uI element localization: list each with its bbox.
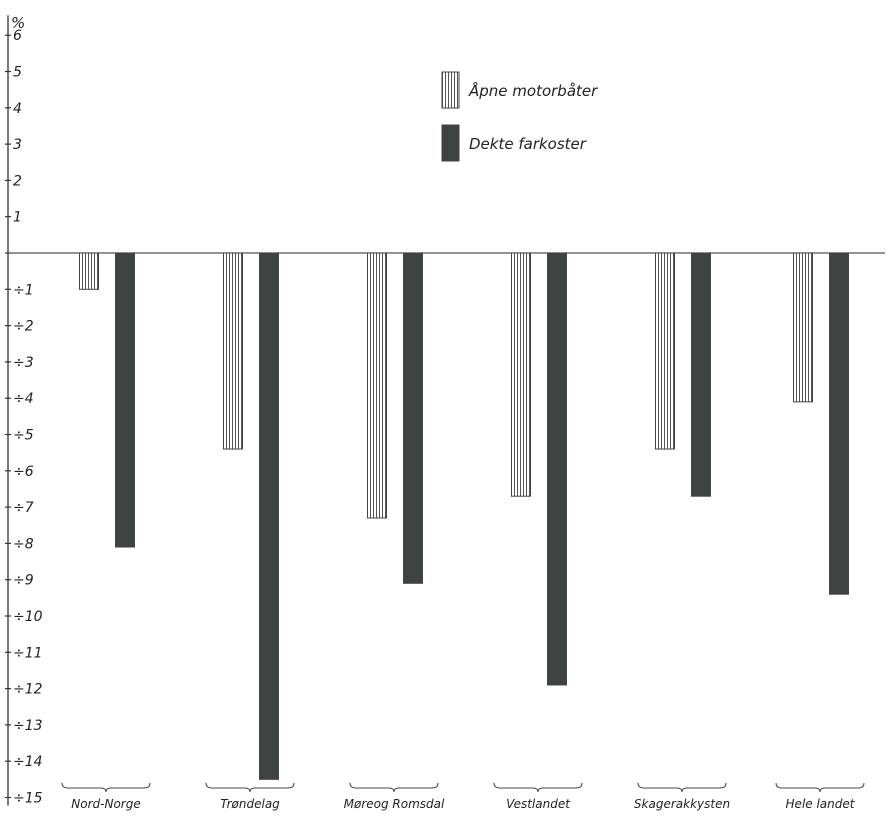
y-tick-label: ÷13 — [13, 718, 43, 734]
y-tick-label: ÷11 — [13, 645, 43, 661]
legend-label: Åpne motorbåter — [468, 81, 598, 100]
y-tick-label: ÷4 — [13, 391, 34, 407]
bar-dekte-farkoster — [691, 252, 711, 497]
bar-apne-motorbater — [79, 252, 99, 290]
bar-apne-motorbater — [655, 252, 675, 450]
y-tick-label: ÷12 — [13, 682, 43, 698]
legend-label: Dekte farkoster — [469, 135, 587, 153]
y-tick-label: ÷8 — [13, 536, 34, 552]
y-tick-label: ÷3 — [13, 355, 34, 371]
axis-layer: %6 5 4 3 2 1 ÷1 ÷2 ÷3 ÷4 ÷5 ÷6 ÷7 ÷8 ÷9 ÷10 ÷11 ÷12 ÷13 ÷14… — [5, 14, 885, 807]
legend: Åpne motorbåter Dekte farkoster — [441, 71, 598, 162]
bar-apne-motorbater — [367, 252, 387, 519]
x-category-label: Nord-Norge — [71, 797, 140, 811]
bar-dekte-farkoster — [829, 252, 849, 595]
bar-apne-motorbater — [223, 252, 243, 450]
category-brace — [637, 782, 727, 793]
x-category-label: Trøndelag — [220, 797, 280, 811]
y-tick-label: ÷1 — [13, 282, 34, 298]
category-brace — [205, 782, 295, 793]
y-tick-label: 1 — [13, 210, 22, 226]
bar-dekte-farkoster — [547, 252, 567, 686]
category-brace — [493, 782, 583, 793]
y-tick-label: ÷6 — [13, 464, 34, 480]
bar-dekte-farkoster — [259, 252, 279, 780]
x-category-label: Hele landet — [786, 797, 856, 811]
y-tick-label: ÷10 — [13, 609, 43, 625]
y-tick-label: ÷14 — [13, 754, 43, 770]
y-tick-label: ÷2 — [13, 319, 34, 335]
y-tick-label: ÷7 — [13, 500, 34, 516]
legend-swatch — [441, 71, 460, 109]
y-tick-label: 4 — [13, 101, 22, 117]
y-tick-label: ÷9 — [13, 573, 34, 589]
category-brace — [61, 782, 151, 793]
bar-apne-motorbater — [511, 252, 531, 497]
x-category-label: Vestlandet — [506, 797, 571, 811]
bar-dekte-farkoster — [115, 252, 135, 548]
y-tick-label: 6 — [13, 28, 22, 44]
y-tick-label: 2 — [13, 173, 22, 189]
category-brace — [349, 782, 439, 793]
legend-swatch — [441, 124, 460, 162]
y-tick-label: 5 — [13, 65, 22, 81]
y-axis-unit-label: % — [11, 14, 25, 32]
x-category-label: Møreog Romsdal — [344, 797, 445, 811]
bars-layer — [79, 252, 849, 780]
x-category-label: Skagerakkysten — [634, 797, 730, 811]
y-tick-label: ÷5 — [13, 428, 34, 444]
y-tick-label: 3 — [13, 137, 22, 153]
category-brace — [775, 782, 865, 793]
category-layer: Nord-Norge Trøndelag Møreog Romsdal Vestlan… — [61, 782, 865, 811]
y-tick-label: ÷15 — [13, 791, 43, 807]
bar-apne-motorbater — [793, 252, 813, 403]
bar-dekte-farkoster — [403, 252, 423, 584]
